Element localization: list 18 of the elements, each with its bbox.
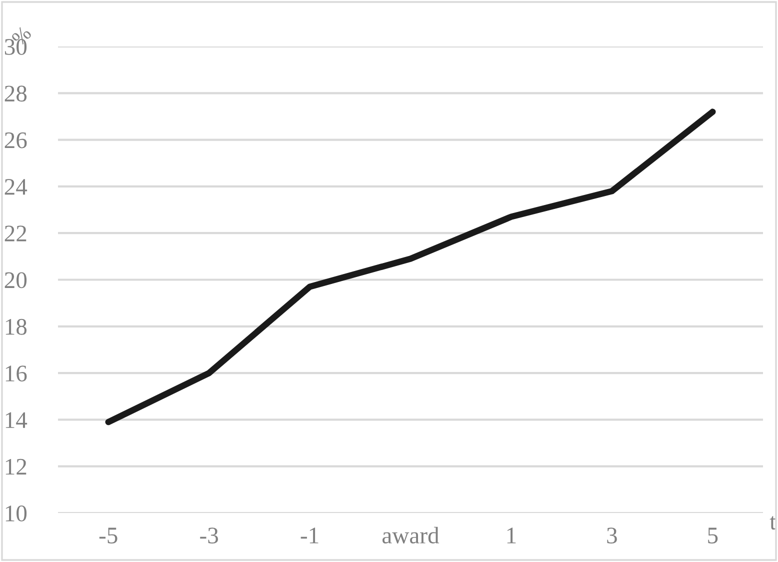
x-tick-label: award [382, 526, 440, 544]
y-tick-label: 18 [6, 318, 27, 335]
x-tick-label: -1 [300, 528, 318, 544]
y-tick-label: 22 [4, 226, 26, 242]
x-tick-label: 5 [708, 528, 718, 544]
y-tick-label: 26 [4, 132, 27, 148]
y-tick-label: 14 [6, 412, 28, 428]
y-tick-label: 12 [6, 458, 26, 475]
x-tick-label: 1 [507, 528, 516, 544]
x-tick-label: -5 [99, 528, 118, 544]
x-tick-label: 3 [607, 528, 617, 544]
y-tick-label: 28 [4, 86, 27, 102]
y-tick-label: 24 [4, 179, 28, 195]
x-tick-label: -3 [200, 528, 218, 544]
y-tick-label: 20 [4, 272, 27, 288]
y-tick-label: 16 [6, 366, 27, 382]
y-tick-label: 10 [6, 505, 27, 522]
x-axis-title: t [770, 516, 776, 530]
